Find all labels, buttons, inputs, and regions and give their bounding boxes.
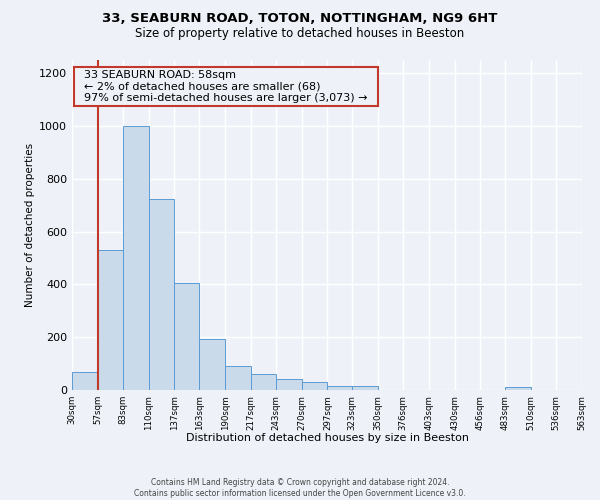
X-axis label: Distribution of detached houses by size in Beeston: Distribution of detached houses by size … (185, 432, 469, 442)
Bar (251, 374, 276, 390)
Text: 33, SEABURN ROAD, TOTON, NOTTINGHAM, NG9 6HT: 33, SEABURN ROAD, TOTON, NOTTINGHAM, NG9… (103, 12, 497, 26)
Bar (328, 386, 352, 390)
Bar (505, 388, 531, 390)
Bar (225, 366, 251, 390)
Bar (352, 386, 378, 390)
Y-axis label: Number of detached properties: Number of detached properties (25, 143, 35, 307)
Bar (149, 198, 175, 390)
Bar (302, 382, 328, 390)
Text: Contains HM Land Registry data © Crown copyright and database right 2024.
Contai: Contains HM Land Registry data © Crown c… (134, 478, 466, 498)
Text: 33 SEABURN ROAD: 58sqm
  ← 2% of detached houses are smaller (68)
  97% of semi-: 33 SEABURN ROAD: 58sqm ← 2% of detached … (77, 70, 374, 103)
Bar (72, 372, 98, 390)
Bar (582, 388, 600, 390)
Bar (199, 338, 225, 390)
Bar (98, 250, 123, 390)
Bar (175, 283, 199, 390)
Bar (123, 126, 149, 390)
Text: Size of property relative to detached houses in Beeston: Size of property relative to detached ho… (136, 28, 464, 40)
Bar (276, 379, 302, 390)
